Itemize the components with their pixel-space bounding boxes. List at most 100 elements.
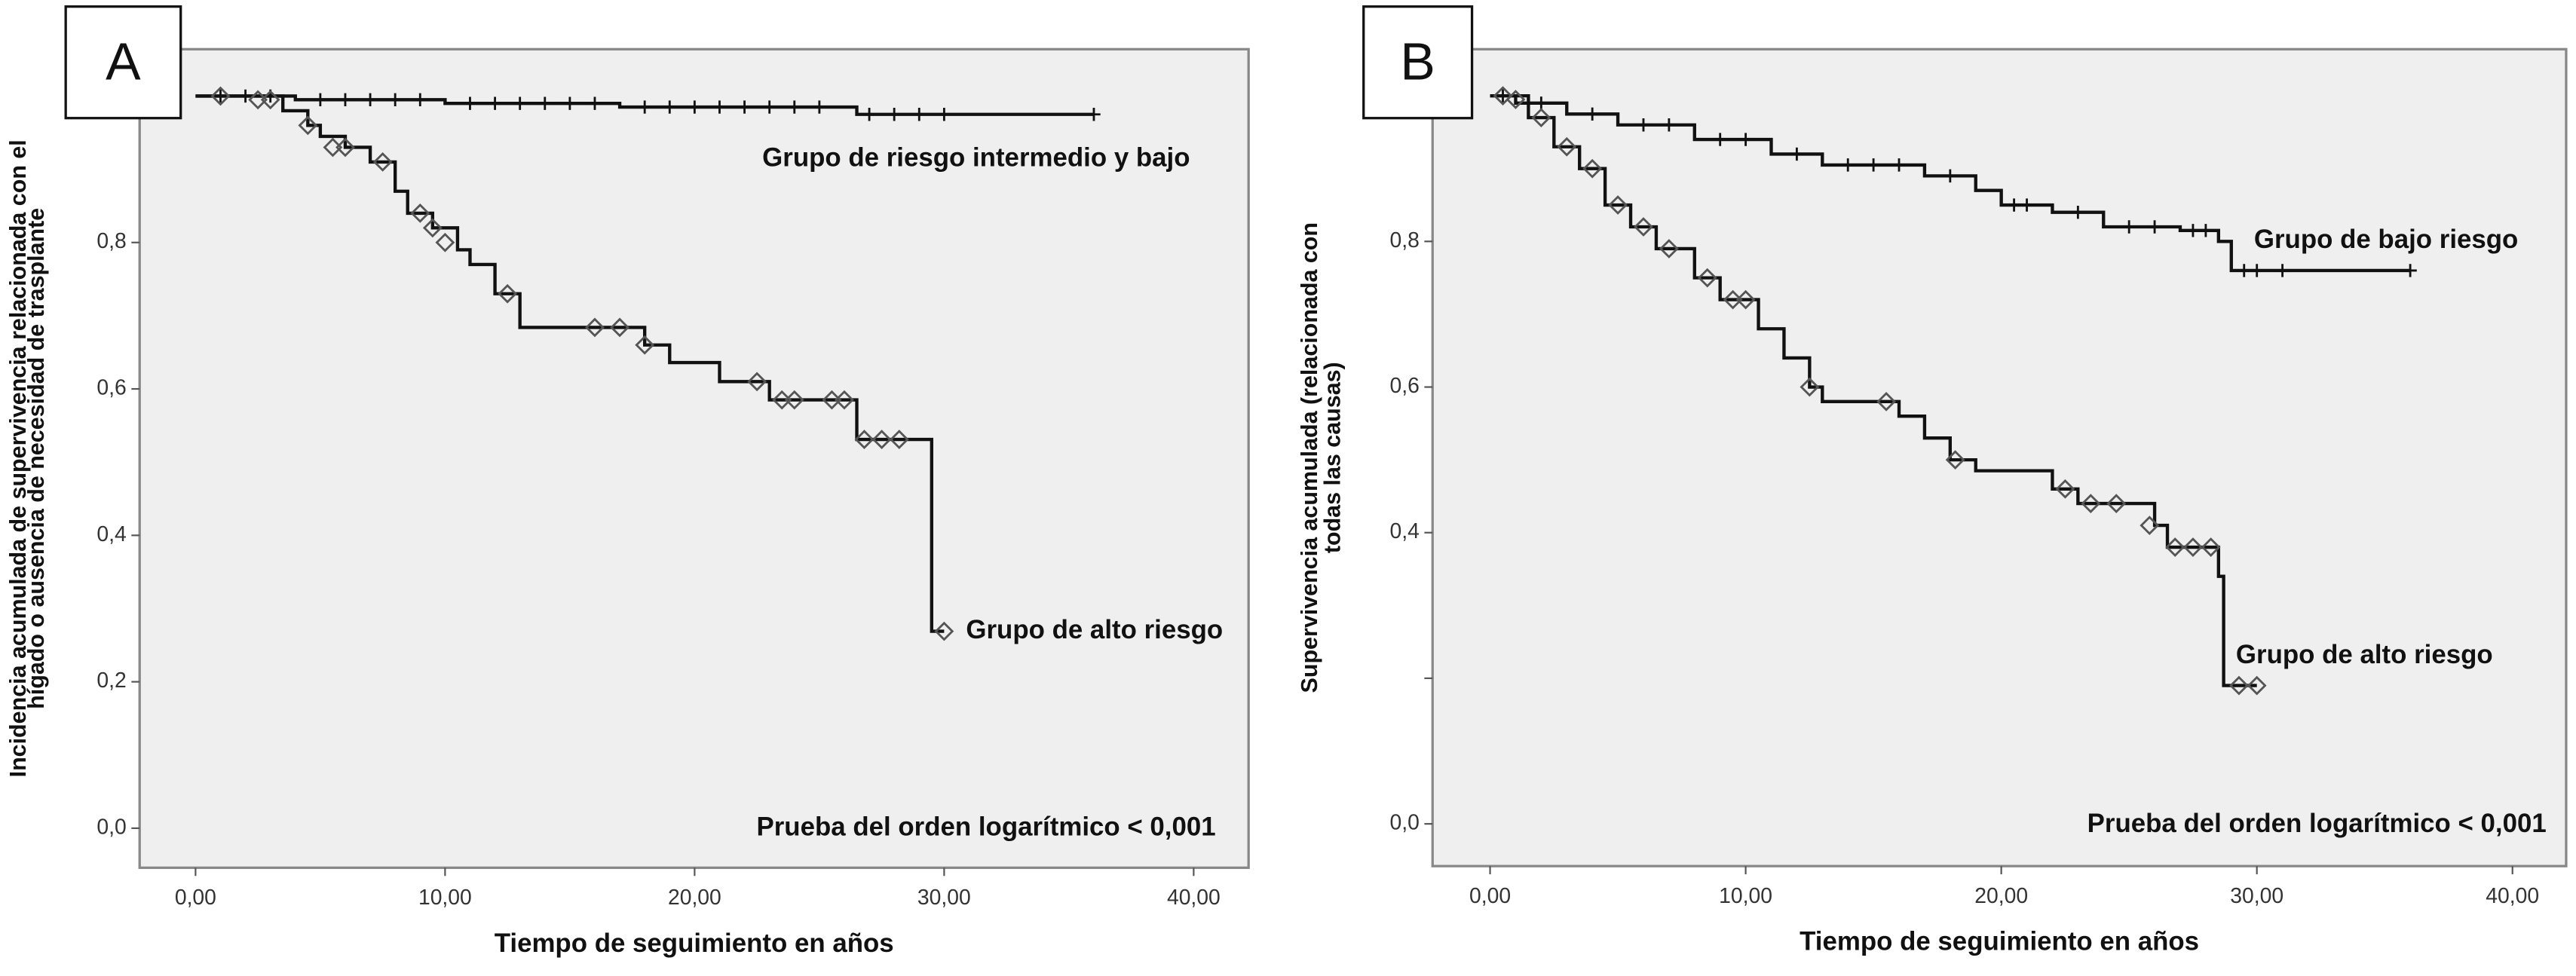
censor-mark [463, 96, 477, 110]
censor-mark [2071, 205, 2085, 219]
censor-mark [2247, 675, 2267, 696]
series-label: Grupo de bajo riesgo [2254, 225, 2518, 254]
y-tick-label: 0,4 [96, 522, 126, 546]
survival-curve [195, 94, 1094, 116]
censor-mark [1892, 158, 1906, 172]
censor-mark [248, 90, 268, 110]
y-tick-label: 0,4 [1389, 519, 1419, 543]
censor-mark [2403, 264, 2417, 277]
censor-mark [762, 100, 776, 114]
censor-mark [488, 96, 502, 110]
censor-mark [1790, 147, 1804, 161]
x-tick-label: 0,00 [1469, 883, 1511, 907]
censor-mark [2122, 220, 2136, 234]
x-tick-label: 0,00 [175, 885, 216, 909]
censor-mark [2007, 198, 2021, 212]
censor-mark [663, 100, 676, 114]
censor-mark [498, 283, 518, 304]
censor-mark [937, 108, 951, 121]
censor-mark [688, 100, 702, 114]
censor-mark [889, 430, 909, 449]
x-tick-label: 10,00 [418, 885, 472, 909]
y-tick-label: 0,2 [96, 668, 126, 692]
censor-mark [2250, 264, 2264, 277]
censor-mark [784, 390, 804, 410]
plot-area [138, 47, 1250, 869]
censor-mark [835, 390, 854, 410]
x-tick-label: 10,00 [1719, 883, 1772, 907]
y-tick-label: 0,0 [1389, 810, 1419, 834]
censor-mark [1713, 133, 1727, 146]
censor-mark [1659, 239, 1679, 259]
y-axis-title: todas las causas) [1320, 362, 1346, 553]
censor-mark [2055, 479, 2075, 499]
y-tick-label: 0,6 [96, 375, 126, 399]
censor-mark [1800, 377, 1820, 397]
censor-mark [638, 100, 651, 114]
panel-label: B [1400, 32, 1435, 90]
censor-mark [1945, 450, 1965, 470]
censor-mark [1608, 195, 1628, 215]
censor-mark [563, 96, 577, 110]
y-tick-label: 0,8 [1389, 228, 1419, 252]
censor-mark [2081, 494, 2101, 513]
censor-mark [2165, 537, 2185, 557]
censor-mark [737, 100, 752, 114]
y-axis-title: Incidencia acumulada de supervivencia re… [5, 139, 31, 777]
censor-mark [871, 430, 892, 449]
censor-mark [1582, 158, 1603, 179]
censor-mark [2183, 537, 2203, 557]
censor-mark [747, 372, 767, 392]
censor-mark [2275, 264, 2290, 277]
censor-mark [1493, 86, 1513, 106]
survival-curve [195, 94, 945, 633]
censor-mark [862, 108, 876, 121]
censor-mark [338, 93, 352, 107]
censor-mark [1723, 289, 1743, 310]
x-tick-label: 30,00 [2230, 883, 2283, 907]
censor-mark [854, 430, 874, 449]
censor-mark [2238, 264, 2251, 277]
censor-mark [610, 317, 629, 338]
censor-mark [410, 203, 430, 223]
y-tick-label: 0,8 [96, 228, 126, 252]
censor-mark [363, 93, 377, 107]
censor-mark [1585, 107, 1599, 121]
censor-mark [260, 90, 280, 110]
x-axis-title: Tiempo de seguimiento en años [1800, 927, 2199, 956]
series-label: Grupo de alto riesgo [2236, 640, 2493, 669]
x-tick-label: 40,00 [2486, 883, 2539, 907]
series-label: Grupo de alto riesgo [966, 615, 1223, 644]
x-tick-label: 20,00 [668, 885, 721, 909]
censor-mark [1841, 158, 1855, 172]
censor-mark [813, 100, 826, 114]
censor-mark [588, 96, 602, 110]
censor-mark [388, 93, 402, 107]
censor-mark [1662, 118, 1676, 132]
y-tick-label: 0,0 [96, 814, 126, 838]
censor-mark [1697, 268, 1717, 288]
censor-mark [1634, 217, 1653, 237]
censor-mark [1534, 96, 1548, 110]
panel-box [64, 5, 182, 120]
survival-curve [1490, 93, 2257, 687]
x-tick-label: 40,00 [1167, 885, 1221, 909]
chart-panel: 0,00 10,00 20,00 30,00 40,00 0,0 0,4 0,6 0,8 Tiem… [1297, 5, 2568, 956]
annotation: Prueba del orden logarítmico < 0,001 [756, 812, 1215, 841]
y-axis-title: hígado o ausencia de necesidad de traspl… [23, 208, 49, 709]
annotation: Prueba del orden logarítmico < 0,001 [2087, 809, 2547, 838]
censor-mark [372, 152, 393, 172]
censor-mark [1738, 133, 1753, 146]
censor-mark [538, 96, 552, 110]
panel-label: A [106, 32, 141, 90]
censor-mark [2201, 537, 2221, 557]
censor-mark [2199, 224, 2213, 237]
censor-mark [2020, 198, 2034, 212]
censor-mark [934, 621, 954, 641]
x-tick-label: 20,00 [1974, 883, 2028, 907]
censor-mark [822, 390, 842, 410]
censor-mark [912, 108, 926, 121]
y-tick-label: 0,6 [1389, 373, 1419, 397]
censor-mark [1876, 391, 1896, 412]
